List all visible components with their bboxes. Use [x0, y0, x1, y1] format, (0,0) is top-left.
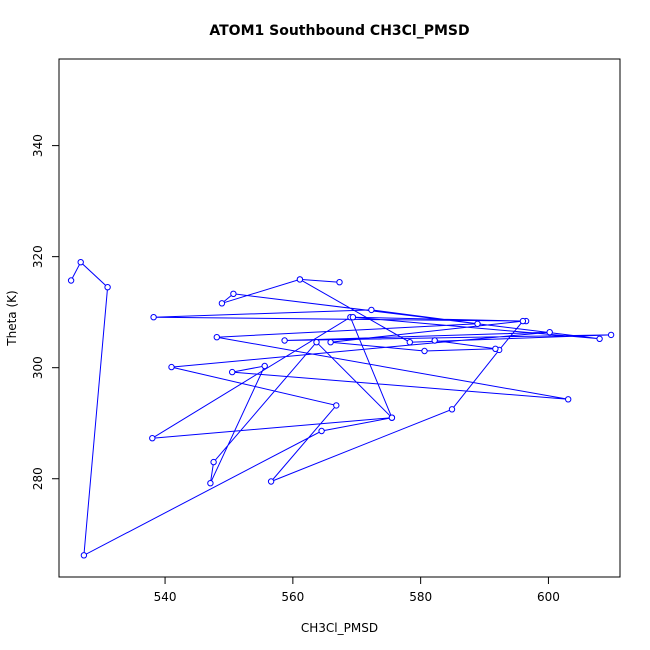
data-point: [313, 339, 320, 346]
data-point: [318, 427, 325, 435]
data-point: [149, 435, 156, 442]
data-point: [333, 402, 340, 409]
data-point: [281, 337, 288, 344]
data-point: [80, 552, 88, 559]
data-point: [406, 339, 413, 346]
data-point: [210, 458, 217, 466]
data-point: [565, 396, 572, 403]
x-tick-label: 560: [281, 590, 304, 604]
data-point: [150, 314, 157, 321]
data-point: [492, 345, 499, 352]
data-point: [168, 363, 175, 371]
data-point: [207, 480, 214, 487]
data-point: [421, 347, 428, 355]
y-tick-label: 340: [31, 134, 45, 157]
data-point: [546, 329, 553, 336]
data-point: [388, 414, 396, 421]
data-point: [104, 284, 111, 291]
data-point: [67, 277, 75, 284]
x-tick-label: 580: [409, 590, 432, 604]
data-point: [327, 339, 334, 346]
y-tick-label: 280: [31, 467, 45, 490]
x-axis-label: CH3Cl_PMSD: [301, 621, 378, 635]
data-point: [448, 406, 456, 413]
series-line: [70, 261, 612, 557]
y-tick-label: 300: [31, 356, 45, 379]
data-point: [368, 306, 375, 314]
y-axis: 280 300 320 340: [31, 134, 59, 490]
data-point: [519, 317, 527, 325]
data-point: [431, 337, 438, 344]
plot-frame: [58, 58, 621, 578]
data-point: [229, 368, 236, 376]
data-point: [336, 279, 343, 286]
y-tick-label: 320: [31, 245, 45, 268]
x-tick-label: 600: [537, 590, 560, 604]
chart-title: ATOM1 Southbound CH3Cl_PMSD: [209, 23, 469, 39]
data-point: [267, 478, 275, 485]
data-point: [607, 331, 615, 339]
data-point: [596, 335, 603, 342]
data-point: [213, 334, 221, 341]
data-point: [230, 290, 237, 297]
x-tick-label: 540: [154, 590, 177, 604]
data-point: [349, 314, 357, 321]
series: [67, 259, 615, 559]
data-point: [296, 276, 304, 283]
data-point: [218, 300, 226, 307]
data-point: [474, 320, 481, 327]
data-point: [77, 259, 84, 266]
x-axis: 540 560 580 600: [154, 577, 560, 604]
y-axis-label: Theta (K): [5, 290, 19, 346]
data-point: [261, 362, 268, 370]
